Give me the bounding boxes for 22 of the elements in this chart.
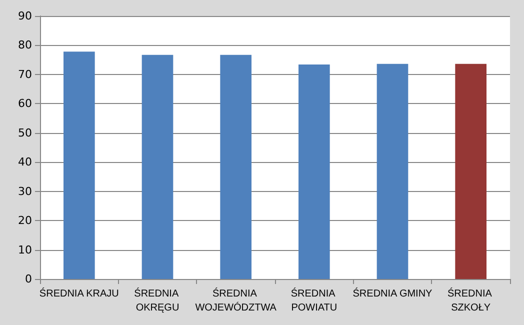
bar xyxy=(298,64,330,279)
bar xyxy=(455,64,486,279)
x-tick-label: ŚREDNIA GMINY xyxy=(352,288,433,300)
y-tick-label: 10 xyxy=(18,243,32,256)
y-tick-label: 30 xyxy=(18,184,32,198)
bar xyxy=(142,54,174,279)
y-tick-label: 90 xyxy=(18,10,32,22)
x-tick-label: ŚREDNIA OKRĘGU xyxy=(134,288,181,314)
y-tick-label: 60 xyxy=(18,97,32,110)
x-tick-label: ŚREDNIA SZKOŁY xyxy=(447,288,494,314)
y-tick-label: 0 xyxy=(25,272,32,286)
bar xyxy=(64,52,95,279)
y-tick-label: 40 xyxy=(18,156,32,169)
y-tick-label: 70 xyxy=(18,68,32,81)
x-tick-label: ŚREDNIA KRAJU xyxy=(39,288,119,300)
x-tick-label: ŚREDNIA WOJEWÓDZTWA xyxy=(195,288,277,314)
bar xyxy=(376,64,408,279)
y-tick-label: 20 xyxy=(18,214,32,228)
y-tick-label: 50 xyxy=(18,126,32,140)
y-tick-label: 80 xyxy=(18,38,32,52)
bar xyxy=(220,54,252,279)
x-tick-label: ŚREDNIA POWIATU xyxy=(290,288,338,314)
